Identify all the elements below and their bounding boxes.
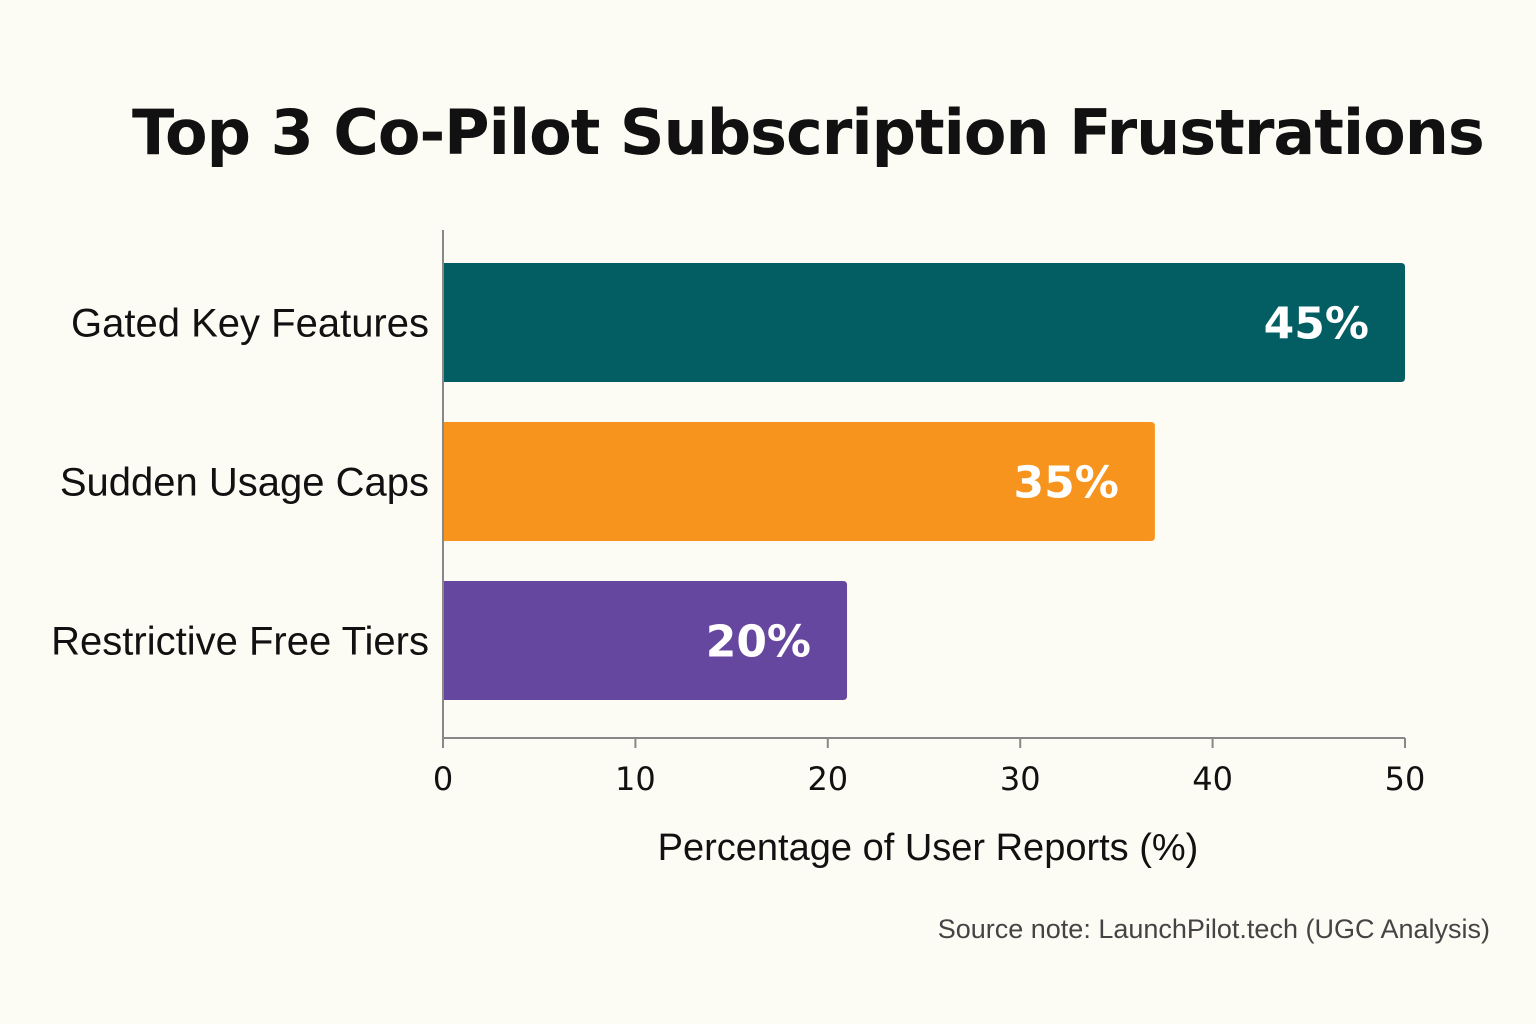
source-note: Source note: LaunchPilot.tech (UGC Analy… (937, 914, 1490, 944)
x-tick-label-30: 30 (1000, 760, 1041, 798)
bar-value-label-3: 20% (706, 617, 811, 668)
bar-2 (443, 422, 1155, 541)
bar-1 (443, 263, 1405, 382)
category-label-1: Gated Key Features (71, 302, 429, 346)
x-tick-label-10: 10 (615, 760, 656, 798)
x-tick-label-0: 0 (433, 760, 453, 798)
category-label-2: Sudden Usage Caps (60, 461, 429, 505)
x-tick-label-40: 40 (1192, 760, 1233, 798)
x-tick-label-20: 20 (807, 760, 848, 798)
x-tick-label-50: 50 (1385, 760, 1426, 798)
bar-value-label-1: 45% (1264, 299, 1369, 350)
category-label-3: Restrictive Free Tiers (51, 620, 429, 664)
chart-title: Top 3 Co-Pilot Subscription Frustrations (132, 96, 1485, 169)
bar-3 (443, 581, 848, 700)
bar-value-label-2: 35% (1014, 458, 1119, 509)
x-axis-title: Percentage of User Reports (%) (658, 827, 1199, 869)
